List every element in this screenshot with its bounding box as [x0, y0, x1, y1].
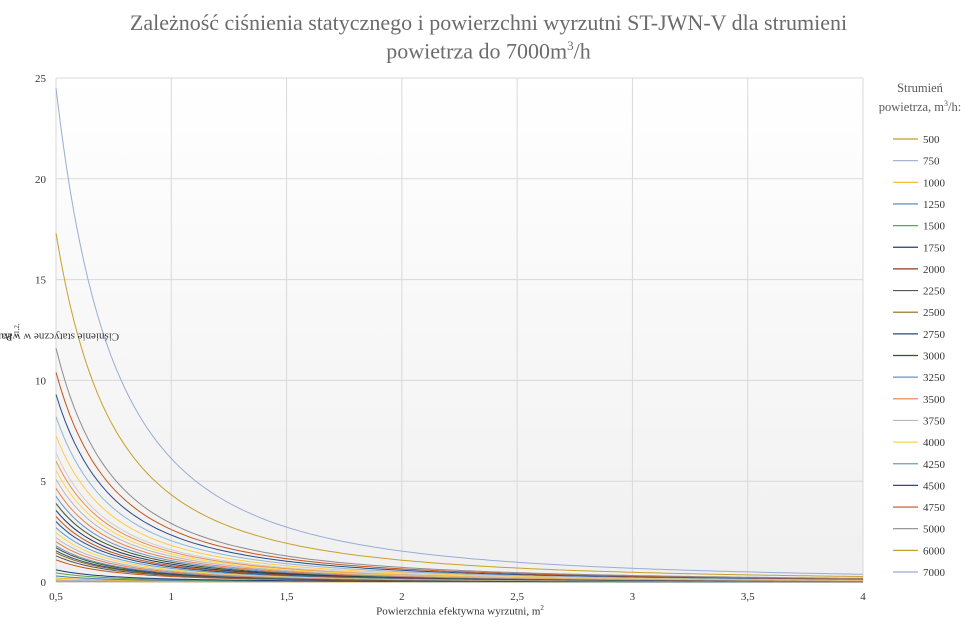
legend-label: 2750	[923, 329, 946, 341]
legend-label: 2250	[923, 286, 946, 298]
x-tick-label: 1	[169, 591, 175, 603]
legend-label: 3750	[923, 415, 946, 427]
x-tick-label: 2,5	[510, 591, 524, 603]
legend-label: 1500	[923, 221, 946, 233]
legend-label: 2000	[923, 264, 946, 276]
legend-label: 5000	[923, 524, 946, 536]
x-tick-label: 0,5	[49, 591, 63, 603]
x-axis-label-text: Powierzchnia efektywna wyrzutni, m	[376, 605, 541, 618]
legend-label: 500	[923, 134, 940, 146]
curve	[55, 88, 864, 575]
y-axis-label-tail: Pa	[1, 330, 13, 343]
chart-title-line-2: powietrza do 7000m3/h	[0, 38, 977, 64]
y-tick-label: 20	[35, 174, 47, 186]
title-text-1: Zależność ciśnienia statycznego i powier…	[129, 10, 848, 35]
curve	[55, 347, 863, 579]
legend-label: 2500	[923, 307, 946, 319]
legend-label: 4000	[923, 437, 946, 449]
legend-title-tail: /h:	[948, 100, 962, 115]
x-tick-label: 3	[630, 591, 636, 603]
legend-label: 3000	[923, 351, 946, 363]
x-tick-label: 3,5	[741, 591, 755, 603]
curve	[55, 233, 864, 578]
y-tick-label: 15	[35, 275, 47, 287]
legend-label: 750	[923, 156, 940, 168]
legend-label: 4250	[923, 459, 946, 471]
y-tick-label: 5	[41, 476, 47, 488]
legend-label: 6000	[923, 545, 946, 557]
x-axis-label: Powierzchnia efektywna wyrzutni, m2	[0, 604, 920, 618]
legend-label: 1000	[923, 177, 946, 189]
legend-label: 7000	[923, 567, 946, 579]
y-axis-label-main: Ciśnienie statyczne w warunkach standard…	[0, 330, 120, 343]
curve	[55, 372, 863, 580]
legend-label: 1250	[923, 199, 946, 211]
y-axis-ticks: 0 5 10 15 20 25	[35, 73, 47, 589]
x-axis-label-sup: 2	[540, 604, 544, 612]
y-axis-label-text: Ciśnienie statyczne w warunkach standard…	[0, 323, 119, 342]
legend-title-line-2: powietrza, m3/h:	[866, 96, 974, 115]
x-tick-label: 2	[399, 591, 405, 603]
y-tick-label: 10	[35, 375, 47, 387]
x-tick-label: 1,5	[280, 591, 294, 603]
y-tick-label: 0	[41, 577, 47, 589]
legend-label: 4750	[923, 502, 946, 514]
legend-label: 4500	[923, 480, 946, 492]
legend-title-main: powietrza, m	[878, 100, 945, 115]
legend-title-line-1: Strumień	[897, 81, 943, 95]
legend-title: Strumień powietrza, m3/h:	[866, 80, 974, 115]
chart-title-line-1: Zależność ciśnienia statycznego i powier…	[0, 10, 977, 36]
legend-label: 3500	[923, 394, 946, 406]
title-text-2: powietrza do 7000m	[386, 38, 568, 64]
x-axis-ticks: 0,5 1 1,5 2 2,5 3 3,5 4	[49, 591, 866, 603]
legend-label: 1750	[923, 242, 946, 254]
legend-title-sup: 3	[944, 99, 949, 108]
y-tick-label: 25	[35, 73, 47, 85]
title-sup: 3	[567, 38, 574, 53]
title-tail: /h	[573, 38, 591, 64]
x-tick-label: 4	[860, 591, 866, 603]
legend: 500 750 1000 1250 1500 1750 2000 2250 2500 2750 30…	[893, 134, 946, 579]
legend-label: 3250	[923, 372, 946, 384]
curves	[55, 88, 864, 583]
plot-area	[56, 78, 863, 582]
